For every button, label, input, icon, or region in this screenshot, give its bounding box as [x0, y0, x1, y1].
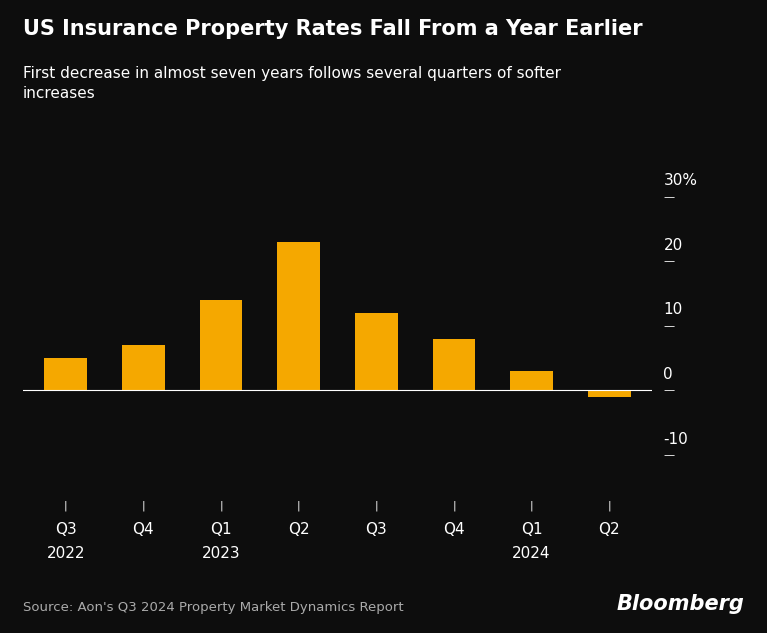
Text: —: — [663, 450, 675, 460]
Text: Q3: Q3 [365, 522, 387, 537]
Text: |: | [452, 500, 456, 511]
Text: |: | [219, 500, 223, 511]
Bar [278, 242, 320, 391]
Text: 20: 20 [663, 238, 683, 253]
Text: Q1: Q1 [521, 522, 542, 537]
Text: 10: 10 [663, 303, 683, 318]
Text: 2023: 2023 [202, 546, 240, 561]
Text: First decrease in almost seven years follows several quarters of softer
increase: First decrease in almost seven years fol… [23, 66, 561, 101]
Text: Q2: Q2 [598, 522, 620, 537]
Text: 2022: 2022 [47, 546, 85, 561]
Bar [199, 300, 242, 391]
Text: 2024: 2024 [512, 546, 551, 561]
Text: |: | [374, 500, 378, 511]
Text: Source: Aon's Q3 2024 Property Market Dynamics Report: Source: Aon's Q3 2024 Property Market Dy… [23, 601, 403, 614]
Text: Q1: Q1 [210, 522, 232, 537]
Text: Q3: Q3 [55, 522, 77, 537]
Text: |: | [142, 500, 145, 511]
Bar [122, 345, 165, 391]
Bar [588, 391, 630, 397]
Text: Q4: Q4 [133, 522, 154, 537]
Text: |: | [64, 500, 67, 511]
Text: Bloomberg: Bloomberg [616, 594, 744, 614]
Text: —: — [663, 256, 675, 266]
Text: US Insurance Property Rates Fall From a Year Earlier: US Insurance Property Rates Fall From a … [23, 19, 643, 39]
Text: -10: -10 [663, 432, 688, 447]
Text: |: | [607, 500, 611, 511]
Text: 0: 0 [663, 367, 673, 382]
Bar [44, 358, 87, 391]
Bar [355, 313, 397, 391]
Text: —: — [663, 385, 675, 396]
Text: |: | [530, 500, 533, 511]
Text: |: | [297, 500, 301, 511]
Text: —: — [663, 321, 675, 331]
Text: —: — [663, 192, 675, 202]
Bar [433, 339, 476, 391]
Text: Q2: Q2 [288, 522, 309, 537]
Bar [510, 371, 553, 391]
Text: 30%: 30% [663, 173, 697, 188]
Text: Q4: Q4 [443, 522, 465, 537]
